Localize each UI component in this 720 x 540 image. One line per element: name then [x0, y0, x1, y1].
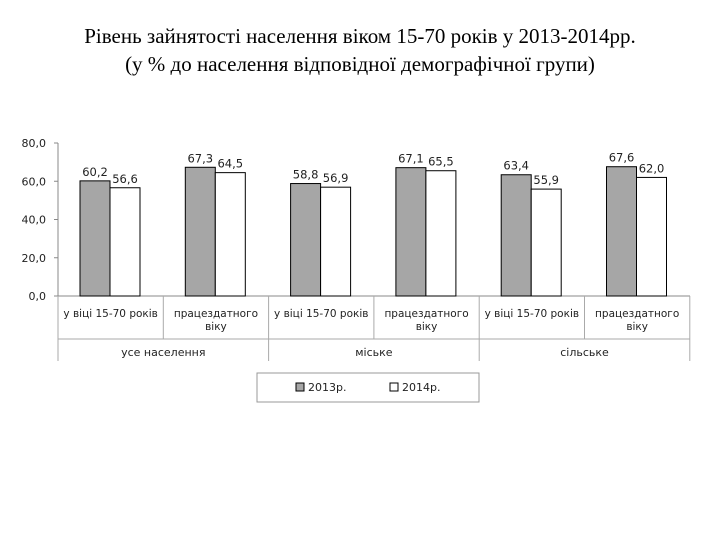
data-label: 67,1 [398, 152, 424, 166]
bar-2014 [636, 176, 667, 297]
legend-label: 2013р. [308, 381, 346, 394]
data-label: 67,3 [187, 151, 213, 165]
group-label: усе населення [121, 346, 205, 359]
legend-swatch-2014 [389, 382, 399, 392]
bar-2013 [79, 180, 111, 297]
category-label: віку [626, 321, 648, 333]
y-tick-label: 60,0 [22, 175, 47, 188]
bar-2013 [606, 166, 637, 297]
bar-2013 [184, 166, 216, 297]
bar-2014 [320, 186, 352, 297]
group-label: сільське [560, 346, 609, 359]
bar-2014 [530, 188, 562, 297]
bar-2014 [214, 172, 246, 297]
chart-title: Рівень зайнятості населення віком 15-70 … [84, 24, 636, 48]
y-tick-label: 0,0 [29, 290, 47, 303]
chart-subtitle: (у % до населення відповідної демографіч… [125, 52, 595, 76]
chart-title-block: Рівень зайнятості населення віком 15-70 … [0, 22, 720, 78]
data-label: 64,5 [217, 157, 243, 171]
data-label: 63,4 [503, 159, 529, 173]
bar-2013 [290, 183, 322, 297]
category-label: працездатного [595, 308, 679, 320]
y-tick-label: 80,0 [22, 137, 47, 150]
y-tick-label: 40,0 [22, 214, 47, 227]
data-label: 55,9 [533, 173, 559, 187]
data-label: 65,5 [428, 155, 454, 169]
data-label: 60,2 [82, 165, 108, 179]
data-label: 56,9 [323, 171, 349, 185]
data-label: 67,6 [609, 151, 635, 165]
data-label: 56,6 [112, 172, 138, 186]
bar-2013 [500, 174, 532, 297]
category-label: працездатного [384, 308, 468, 320]
legend-swatch-2013 [295, 382, 305, 392]
category-label: працездатного [174, 308, 258, 320]
category-label: у віці 15-70 років [485, 308, 579, 320]
legend-label: 2014р. [402, 381, 440, 394]
category-label: віку [416, 321, 438, 333]
bar-2014 [425, 170, 457, 297]
category-label: у віці 15-70 років [274, 308, 368, 320]
y-tick-label: 20,0 [22, 252, 47, 265]
category-label: у віці 15-70 років [63, 308, 157, 320]
group-label: міське [355, 346, 393, 359]
category-label: віку [205, 321, 227, 333]
legend-box [256, 372, 480, 403]
data-label: 58,8 [293, 168, 319, 182]
bar-2014 [109, 187, 141, 297]
data-label: 62,0 [639, 161, 665, 175]
bar-2013 [395, 167, 427, 297]
